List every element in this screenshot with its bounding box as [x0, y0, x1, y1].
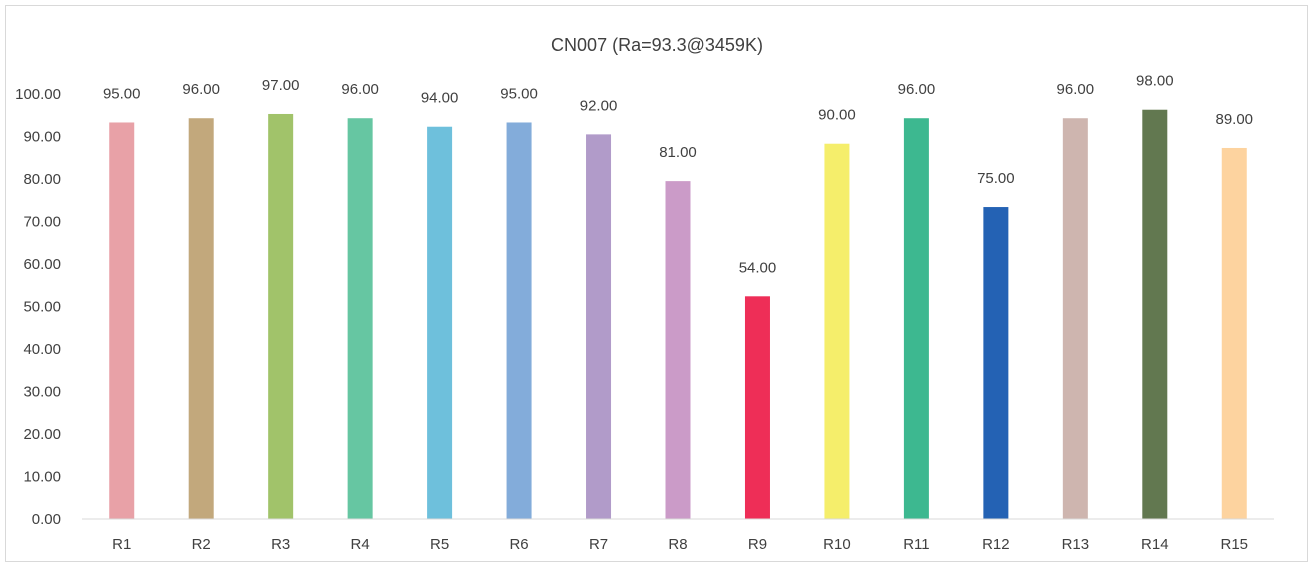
- bar-r2: [188, 118, 214, 519]
- data-label-r11: 96.00: [898, 81, 936, 98]
- x-tick-label-r9: R9: [748, 536, 767, 553]
- data-label-r2: 96.00: [182, 81, 220, 98]
- data-label-r4: 96.00: [341, 81, 379, 98]
- y-tick-label: 20.00: [23, 426, 61, 443]
- data-label-r12: 75.00: [977, 170, 1015, 187]
- data-label-r9: 54.00: [739, 259, 777, 276]
- bar-r9: [744, 296, 770, 519]
- bar-r13: [1062, 118, 1088, 519]
- y-tick-label: 50.00: [23, 299, 61, 316]
- data-label-r14: 98.00: [1136, 73, 1174, 90]
- data-label-r3: 97.00: [262, 77, 300, 94]
- bar-r3: [268, 113, 294, 519]
- data-label-r7: 92.00: [580, 97, 618, 114]
- data-label-r1: 95.00: [103, 85, 141, 102]
- x-tick-label-r3: R3: [271, 536, 290, 553]
- y-axis-tick-labels: 0.00 10.00 20.00 30.00 40.00 50.00 60.00 70.00 8…: [15, 86, 61, 528]
- bar-chart: CN007 (Ra=93.3@3459K) 0.00 10.00 20.00 30.0…: [15, 35, 1274, 553]
- bar-r6: [506, 122, 532, 519]
- y-tick-label: 30.00: [23, 384, 61, 401]
- y-tick-label: 60.00: [23, 256, 61, 273]
- y-tick-label: 40.00: [23, 341, 61, 358]
- data-label-r10: 90.00: [818, 107, 856, 124]
- x-tick-label-r8: R8: [668, 536, 687, 553]
- y-tick-label: 100.00: [15, 86, 61, 103]
- bar-r4: [347, 118, 373, 519]
- x-axis-tick-labels: R1 R2 R3 R4 R5 R6 R7 R8 R9 R10 R11 R12 R13 R14 R15: [112, 536, 1248, 553]
- x-tick-label-r1: R1: [112, 536, 131, 553]
- x-tick-label-r6: R6: [509, 536, 528, 553]
- bar-r1: [109, 122, 135, 519]
- x-tick-label-r12: R12: [982, 536, 1010, 553]
- bar-r5: [427, 126, 453, 519]
- chart-title: CN007 (Ra=93.3@3459K): [551, 35, 763, 55]
- data-labels: 95.00 96.00 97.00 96.00 94.00 95.00 92.00 81.00…: [103, 73, 1253, 277]
- bar-r7: [586, 134, 612, 519]
- bar-r15: [1221, 147, 1247, 519]
- bar-r11: [903, 118, 929, 519]
- y-tick-label: 90.00: [23, 129, 61, 146]
- x-tick-label-r7: R7: [589, 536, 608, 553]
- y-tick-label: 10.00: [23, 469, 61, 486]
- y-tick-label: 70.00: [23, 214, 61, 231]
- x-tick-label-r10: R10: [823, 536, 851, 553]
- x-tick-label-r5: R5: [430, 536, 449, 553]
- x-tick-label-r13: R13: [1062, 536, 1090, 553]
- bar-r8: [665, 181, 691, 519]
- y-tick-label: 0.00: [32, 511, 61, 528]
- x-tick-label-r15: R15: [1221, 536, 1249, 553]
- data-label-r6: 95.00: [500, 85, 538, 102]
- chart-frame: CN007 (Ra=93.3@3459K) 0.00 10.00 20.00 30.0…: [5, 5, 1308, 562]
- bar-r10: [824, 143, 850, 519]
- bar-r12: [983, 207, 1009, 520]
- bars: [109, 109, 1247, 520]
- data-label-r5: 94.00: [421, 90, 459, 107]
- x-tick-label-r2: R2: [192, 536, 211, 553]
- x-tick-label-r4: R4: [351, 536, 370, 553]
- data-label-r13: 96.00: [1057, 81, 1095, 98]
- x-tick-label-r11: R11: [903, 536, 929, 553]
- y-tick-label: 80.00: [23, 171, 61, 188]
- x-tick-label-r14: R14: [1141, 536, 1169, 553]
- data-label-r15: 89.00: [1215, 111, 1253, 128]
- bar-r14: [1142, 109, 1168, 519]
- data-label-r8: 81.00: [659, 144, 697, 161]
